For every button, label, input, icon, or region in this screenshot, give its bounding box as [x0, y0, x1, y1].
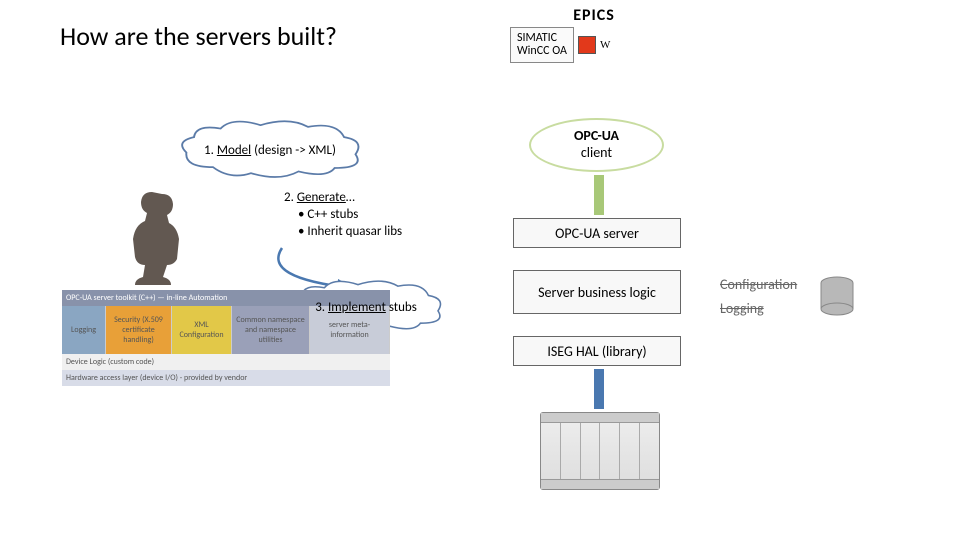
toolkit-col: XML Configuration	[172, 306, 232, 354]
cylinder-icon	[820, 276, 854, 316]
toolkit-col: Logging	[62, 306, 106, 354]
toolkit-row-hal: Hardware access layer (device I/O) - pro…	[62, 370, 390, 386]
hardware-device-icon	[540, 412, 660, 490]
cloud-implement-label: 3. Implement stubs	[305, 294, 427, 321]
oval-line2: client	[574, 145, 619, 162]
generate-block: 2. Generate… • C++ stubs • Inherit quasa…	[284, 190, 402, 241]
epics-logo: EPICS	[510, 6, 678, 25]
toolkit-row-device-logic: Device Logic (custom code)	[62, 354, 390, 370]
implement-underline: Implement	[328, 300, 386, 315]
thinker-statue-icon	[128, 188, 198, 286]
client-logos: EPICS SIMATIC WinCC OA W	[510, 6, 678, 63]
simatic-logo: SIMATIC WinCC OA	[510, 27, 574, 63]
labview-label: W	[600, 39, 610, 51]
opcua-client-oval: OPC-UA client	[529, 118, 664, 172]
cloud-model: 1. Model (design -> XML)	[175, 120, 365, 180]
label-configuration: Configuration	[720, 276, 797, 293]
page-title: How are the servers built?	[60, 20, 337, 52]
stack-opcua-server: OPC-UA server	[513, 218, 681, 248]
model-underline: Model	[217, 143, 251, 158]
generate-bullet-2: Inherit quasar libs	[307, 224, 402, 239]
generate-title: 2. Generate…	[284, 190, 402, 207]
title-text: How are the servers built?	[60, 20, 337, 52]
generate-bullet-1: C++ stubs	[307, 207, 358, 222]
oval-line1: OPC-UA	[574, 128, 619, 145]
label-logging: Logging	[720, 300, 764, 317]
stack-iseg-hal: ISEG HAL (library)	[513, 336, 681, 366]
cloud-model-label: 1. Model (design -> XML)	[194, 137, 346, 164]
arrow-hal-device-icon	[594, 369, 604, 409]
toolkit-col: Common namespace and namespace utilities	[232, 306, 310, 354]
labview-logo-icon	[578, 36, 596, 54]
arrow-client-server-icon	[594, 175, 604, 215]
stack-business-logic: Server business logic	[513, 270, 681, 314]
toolkit-col: Security (X.509 certificate handling)	[106, 306, 172, 354]
